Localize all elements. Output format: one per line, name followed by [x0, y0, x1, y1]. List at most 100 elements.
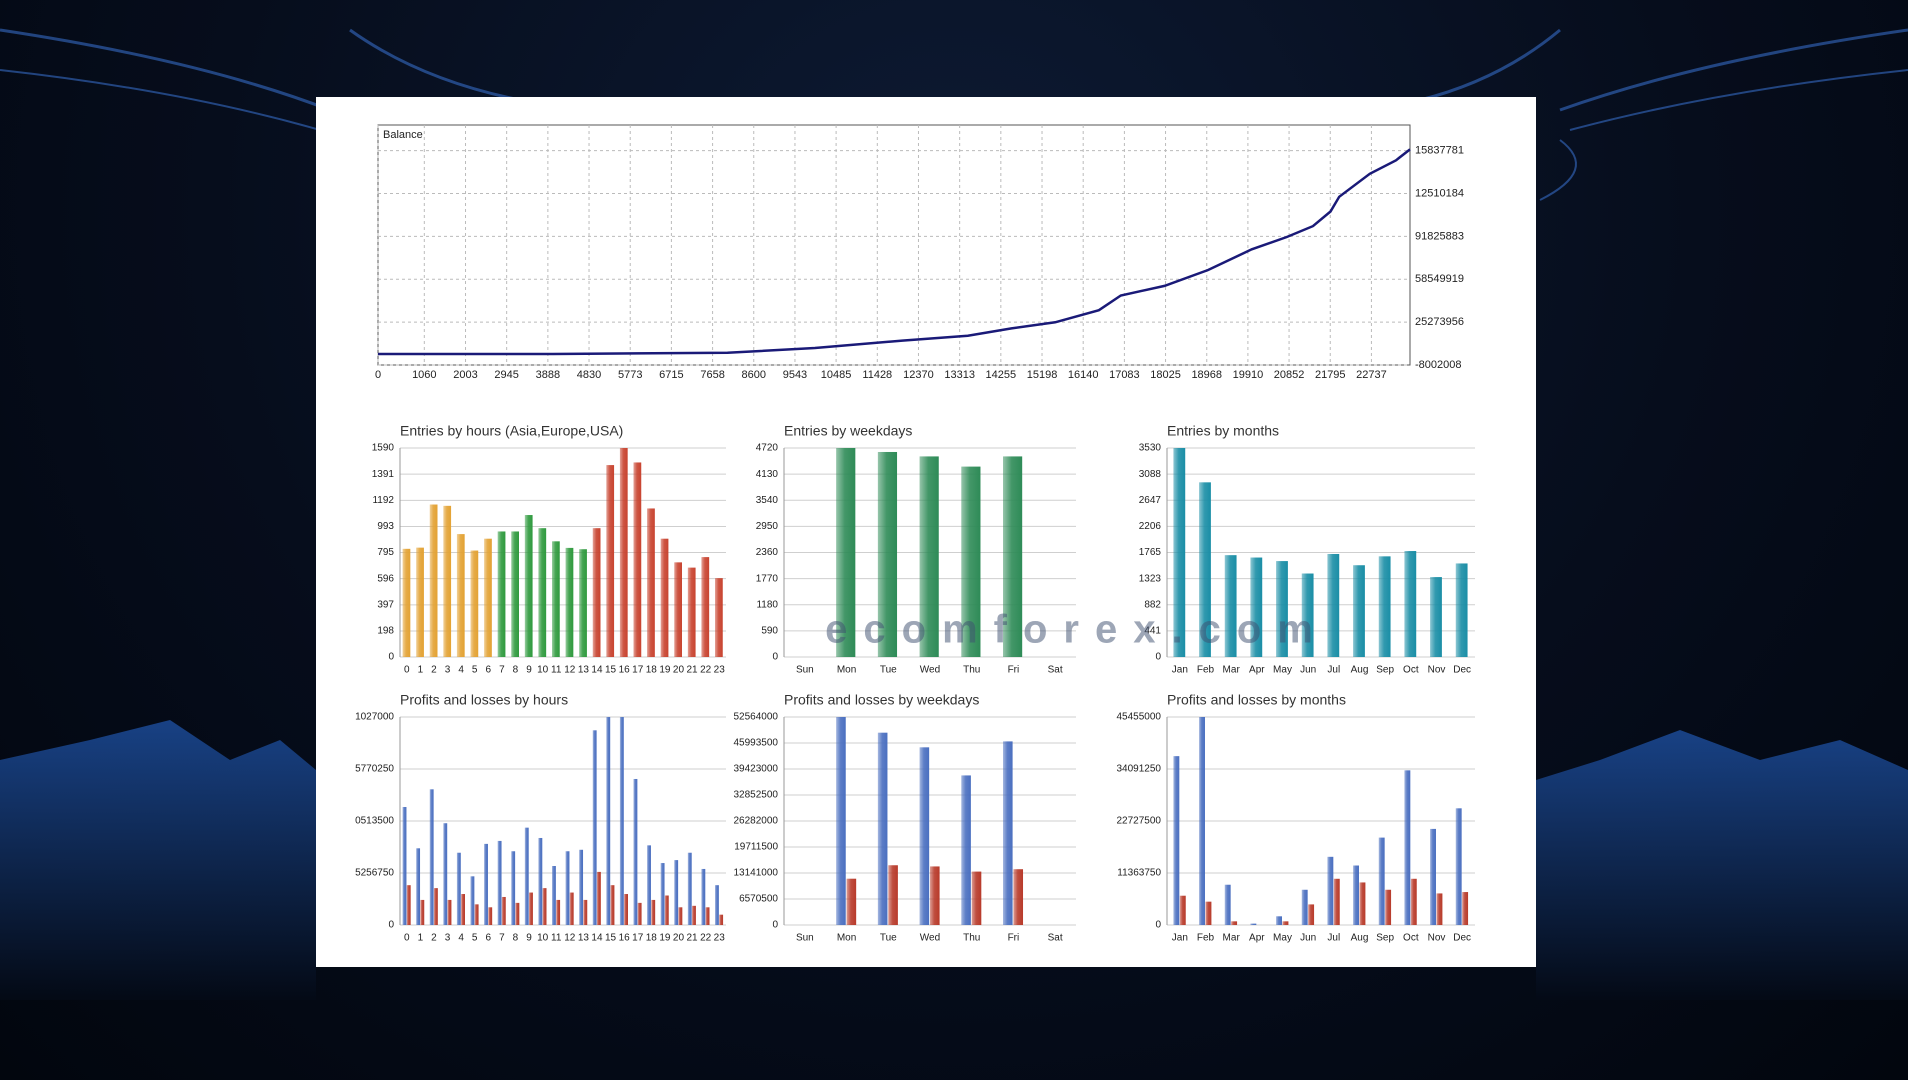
- x-tick-label: Sep: [1376, 665, 1394, 676]
- bar: [565, 547, 574, 657]
- x-tick-label: 7658: [700, 369, 724, 381]
- x-tick-label: 4: [458, 933, 464, 944]
- x-tick-label: Tue: [880, 933, 897, 944]
- x-tick-label: Sun: [796, 665, 814, 676]
- bar: [1378, 837, 1385, 925]
- x-tick-label: Fri: [1008, 665, 1020, 676]
- bar: [1385, 889, 1392, 925]
- bar: [637, 902, 642, 925]
- x-tick-label: 4830: [577, 369, 601, 381]
- y-tick-label: 25273956: [1415, 316, 1464, 328]
- bar: [1455, 563, 1468, 657]
- bar: [592, 730, 597, 925]
- bar: [647, 508, 655, 657]
- x-tick-label: 15: [605, 933, 617, 944]
- chart-title: Profits and losses by hours: [400, 692, 568, 708]
- bar: [429, 789, 434, 925]
- bar: [836, 448, 856, 657]
- x-tick-label: Mon: [837, 665, 856, 676]
- x-tick-label: 14255: [986, 369, 1017, 381]
- x-tick-label: Aug: [1351, 933, 1369, 944]
- y-tick-label: 0: [772, 920, 778, 931]
- x-tick-label: 0: [375, 369, 381, 381]
- bar: [1231, 921, 1238, 925]
- bar: [1308, 904, 1315, 925]
- bar: [579, 849, 584, 925]
- chart-title: Entries by months: [1167, 423, 1279, 439]
- x-tick-label: 13: [578, 933, 590, 944]
- bar: [836, 717, 846, 925]
- x-tick-label: Jun: [1300, 933, 1316, 944]
- x-tick-label: 8600: [742, 369, 766, 381]
- y-tick-label: 993: [377, 521, 394, 532]
- chart-title: Profits and losses by weekdays: [784, 692, 979, 708]
- x-tick-label: Sat: [1048, 665, 1063, 676]
- bar: [1462, 892, 1469, 925]
- x-tick-label: Feb: [1197, 933, 1215, 944]
- x-tick-label: Nov: [1428, 665, 1446, 676]
- x-tick-label: 11428: [862, 369, 892, 381]
- y-tick-label: 5256750: [355, 868, 394, 879]
- bar: [551, 541, 560, 657]
- x-tick-label: 22: [700, 665, 712, 676]
- y-tick-label: 1027000: [355, 712, 394, 723]
- x-tick-label: Jan: [1172, 665, 1188, 676]
- x-tick-label: 7: [499, 665, 505, 676]
- bar: [846, 878, 857, 925]
- x-tick-label: Thu: [963, 933, 980, 944]
- bar: [529, 892, 533, 925]
- y-tick-label: 2360: [756, 547, 779, 558]
- bar: [501, 896, 506, 925]
- bar: [402, 548, 411, 657]
- y-tick-label: 4130: [756, 469, 779, 480]
- x-tick-label: 12370: [903, 369, 934, 381]
- bar: [420, 899, 425, 925]
- x-tick-label: 8: [513, 933, 519, 944]
- x-tick-label: 17: [632, 665, 644, 676]
- bar: [606, 717, 611, 925]
- y-tick-label: 2950: [756, 521, 779, 532]
- bar: [470, 550, 479, 657]
- bar: [1199, 482, 1211, 657]
- bar: [1378, 556, 1391, 657]
- x-tick-label: 19: [659, 665, 671, 676]
- x-tick-label: 3: [445, 933, 451, 944]
- bar: [524, 515, 533, 657]
- bar: [583, 899, 588, 925]
- bar: [1430, 577, 1442, 657]
- bar: [515, 902, 520, 925]
- y-tick-label: 1770: [756, 573, 779, 584]
- bar: [551, 866, 556, 925]
- x-tick-label: 20852: [1274, 369, 1305, 381]
- bar: [1276, 916, 1282, 925]
- y-tick-label: 13141000: [734, 868, 779, 879]
- bar: [1276, 561, 1288, 657]
- x-tick-label: 16: [619, 665, 631, 676]
- bar: [606, 465, 615, 657]
- x-tick-label: Sun: [796, 933, 814, 944]
- bar: [1173, 756, 1180, 925]
- x-tick-label: 8: [513, 665, 519, 676]
- x-tick-label: 3888: [536, 369, 560, 381]
- bar: [1455, 808, 1462, 925]
- chart-title: Profits and losses by months: [1167, 692, 1346, 708]
- bar: [592, 528, 601, 657]
- x-tick-label: Dec: [1453, 933, 1471, 944]
- y-tick-label: 397: [377, 599, 394, 610]
- y-tick-label: 1765: [1139, 547, 1162, 558]
- y-tick-label: 39423000: [734, 764, 779, 775]
- x-tick-label: 4: [458, 665, 464, 676]
- x-tick-label: 7: [499, 933, 505, 944]
- x-tick-label: Sep: [1376, 933, 1394, 944]
- bar: [429, 504, 438, 657]
- chart-title: Entries by weekdays: [784, 423, 912, 439]
- bar: [919, 747, 930, 925]
- y-tick-label: 26282000: [734, 816, 779, 827]
- bar: [565, 851, 570, 925]
- bar: [1301, 573, 1314, 657]
- bar: [1003, 456, 1023, 657]
- y-tick-label: 198: [377, 626, 394, 637]
- x-tick-label: Apr: [1249, 933, 1265, 944]
- bar: [524, 827, 529, 925]
